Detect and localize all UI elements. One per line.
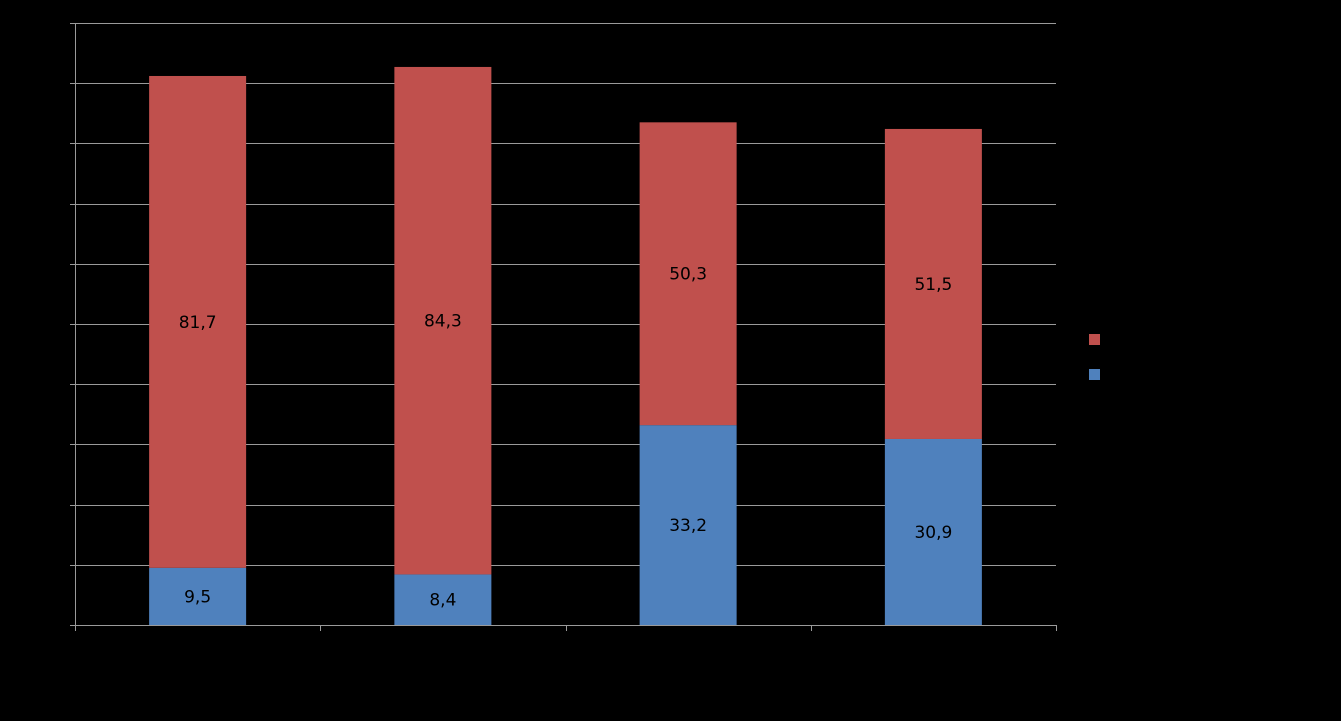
data-label: 84,3 (424, 312, 462, 332)
bar-segment (639, 425, 737, 625)
data-label: 30,9 (914, 523, 952, 543)
bar-segment (394, 574, 492, 625)
data-label: 33,2 (669, 516, 707, 536)
legend (1089, 334, 1100, 380)
bar-segment (639, 122, 737, 426)
data-label: 8,4 (429, 591, 456, 611)
axes (70, 23, 1057, 631)
bar-segment (149, 75, 247, 568)
bar-segment (394, 66, 492, 575)
data-labels: 9,5 81,7 8,4 84,3 33,2 50,3 30,9 51,5 (179, 265, 953, 611)
data-label: 50,3 (669, 265, 707, 285)
data-label: 9,5 (184, 587, 211, 607)
legend-swatch (1089, 334, 1100, 345)
bar-segment (149, 567, 247, 625)
bar-segment (884, 128, 982, 439)
legend-swatch (1089, 369, 1100, 380)
data-label: 81,7 (179, 313, 217, 333)
bars (149, 66, 982, 625)
data-label: 51,5 (914, 275, 952, 295)
bar-segment (884, 438, 982, 625)
